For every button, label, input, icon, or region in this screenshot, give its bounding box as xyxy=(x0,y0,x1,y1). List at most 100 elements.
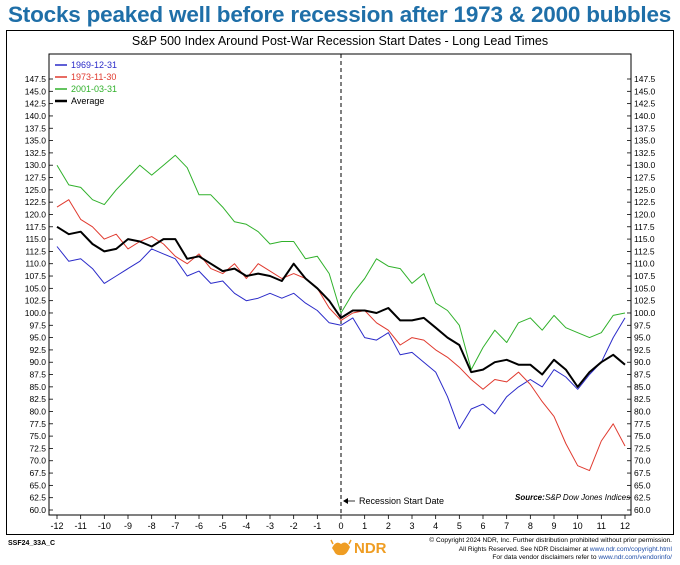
y-tick-label-left: 105.0 xyxy=(25,283,47,293)
y-tick-label-left: 65.0 xyxy=(29,480,46,490)
x-tick-label: 8 xyxy=(528,521,533,531)
y-tick-label-right: 117.5 xyxy=(634,222,655,232)
y-tick-label-right: 82.5 xyxy=(634,394,651,404)
x-tick-label: 2 xyxy=(386,521,391,531)
x-tick-label: -3 xyxy=(266,521,274,531)
y-tick-label-left: 85.0 xyxy=(29,382,46,392)
x-tick-label: 6 xyxy=(480,521,485,531)
x-tick-label: -6 xyxy=(195,521,203,531)
plot-area xyxy=(48,53,632,516)
y-tick-label-right: 75.0 xyxy=(634,431,651,441)
y-tick-label-right: 147.5 xyxy=(634,74,656,84)
series-line-1969 xyxy=(56,246,626,430)
y-tick-label-left: 120.0 xyxy=(25,209,47,219)
copyright-line-2: All Rights Reserved. See NDR Disclaimer … xyxy=(429,546,672,555)
x-tick-label: -7 xyxy=(171,521,179,531)
y-tick-label-right: 72.5 xyxy=(634,443,651,453)
y-tick-label-left: 112.5 xyxy=(25,246,46,256)
y-tick-label-left: 135.0 xyxy=(25,136,47,146)
y-tick-label-right: 77.5 xyxy=(634,419,651,429)
y-tick-label-left: 107.5 xyxy=(25,271,47,281)
y-tick-label-left: 132.5 xyxy=(25,148,47,158)
y-tick-label-right: 80.0 xyxy=(634,406,651,416)
y-tick-label-left: 145.0 xyxy=(25,86,47,96)
y-tick-label-left: 140.0 xyxy=(25,111,47,121)
x-tick-label: 0 xyxy=(338,521,343,531)
y-tick-label-left: 102.5 xyxy=(25,296,47,306)
y-tick-label-right: 60.0 xyxy=(634,505,651,515)
copyright-line-2-text: All Rights Reserved. See NDR Disclaimer … xyxy=(458,545,590,553)
y-tick-label-right: 122.5 xyxy=(634,197,656,207)
y-tick-label-right: 135.0 xyxy=(634,136,656,146)
y-tick-label-left: 70.0 xyxy=(29,456,46,466)
y-tick-label-left: 62.5 xyxy=(29,493,46,503)
copyright-line-1: © Copyright 2024 NDR, Inc. Further distr… xyxy=(429,537,672,544)
x-tick-label: 11 xyxy=(597,521,606,531)
x-tick-label: -2 xyxy=(290,521,298,531)
x-tick-label: -12 xyxy=(50,521,63,531)
x-tick-label: -11 xyxy=(74,521,86,531)
copyright-line-3: For data vendor disclaimers refer to www… xyxy=(429,554,672,563)
bull-icon xyxy=(330,539,352,556)
y-tick-label-right: 92.5 xyxy=(634,345,651,355)
y-tick-label-left: 137.5 xyxy=(25,123,47,133)
y-tick-label-left: 110.0 xyxy=(25,259,46,269)
y-tick-label-left: 87.5 xyxy=(29,370,46,380)
y-tick-label-left: 122.5 xyxy=(25,197,47,207)
source-label: Source: xyxy=(515,493,545,502)
y-tick-label-right: 95.0 xyxy=(634,333,651,343)
copyright-link[interactable]: www.ndr.com/copyright.html xyxy=(589,545,672,553)
x-tick-label: 5 xyxy=(457,521,462,531)
x-tick-label: 12 xyxy=(620,521,630,531)
recession-label: Recession Start Date xyxy=(359,496,444,506)
x-tick-label: -5 xyxy=(219,521,227,531)
chart-frame: S&P 500 Index Around Post-War Recession … xyxy=(6,30,674,535)
y-tick-label-left: 72.5 xyxy=(29,443,46,453)
y-tick-label-left: 125.0 xyxy=(25,185,47,195)
y-tick-label-right: 85.0 xyxy=(634,382,651,392)
series-line-1973 xyxy=(56,199,626,472)
y-tick-label-right: 100.0 xyxy=(634,308,656,318)
y-tick-label-left: 95.0 xyxy=(29,333,46,343)
legend-label: Average xyxy=(71,96,104,106)
y-tick-label-right: 62.5 xyxy=(634,493,651,503)
footer-code: SSF24_33A_C xyxy=(8,540,56,547)
y-tick-label-left: 100.0 xyxy=(25,308,47,318)
y-tick-label-right: 140.0 xyxy=(634,111,656,121)
y-tick-label-right: 107.5 xyxy=(634,271,656,281)
copyright-line-3-text: For data vendor disclaimers refer to xyxy=(492,554,599,562)
x-tick-label: 4 xyxy=(433,521,438,531)
y-tick-label-right: 70.0 xyxy=(634,456,651,466)
ndr-logo-text: NDR xyxy=(354,539,387,557)
y-tick-label-right: 142.5 xyxy=(634,99,656,109)
x-tick-label: -1 xyxy=(313,521,321,531)
y-tick-label-right: 132.5 xyxy=(634,148,656,158)
x-tick-label: -4 xyxy=(242,521,250,531)
ndr-logo: NDR xyxy=(330,538,387,558)
y-tick-label-left: 127.5 xyxy=(25,173,47,183)
y-tick-label-left: 67.5 xyxy=(29,468,46,478)
series-line-average xyxy=(56,225,626,388)
x-tick-label: 1 xyxy=(362,521,367,531)
y-tick-label-left: 147.5 xyxy=(25,74,47,84)
y-tick-label-right: 87.5 xyxy=(634,370,651,380)
y-tick-label-left: 130.0 xyxy=(25,160,47,170)
y-tick-label-right: 137.5 xyxy=(634,123,656,133)
x-tick-label: 9 xyxy=(551,521,556,531)
y-tick-label-left: 75.0 xyxy=(29,431,46,441)
y-tick-label-right: 97.5 xyxy=(634,320,651,330)
y-tick-label-left: 97.5 xyxy=(29,320,46,330)
x-tick-label: 3 xyxy=(409,521,414,531)
y-tick-label-right: 105.0 xyxy=(634,283,656,293)
y-tick-label-right: 130.0 xyxy=(634,160,656,170)
y-tick-label-right: 67.5 xyxy=(634,468,651,478)
vendor-link[interactable]: www.ndr.com/vendorinfo/ xyxy=(598,554,672,562)
x-tick-label: -10 xyxy=(98,521,111,531)
headline: Stocks peaked well before recession afte… xyxy=(8,2,672,27)
y-tick-label-right: 102.5 xyxy=(634,296,656,306)
y-tick-label-right: 145.0 xyxy=(634,86,656,96)
chart-title: S&P 500 Index Around Post-War Recession … xyxy=(132,34,548,48)
y-tick-label-right: 127.5 xyxy=(634,173,656,183)
x-tick-label: 7 xyxy=(504,521,509,531)
y-tick-label-right: 65.0 xyxy=(634,480,651,490)
